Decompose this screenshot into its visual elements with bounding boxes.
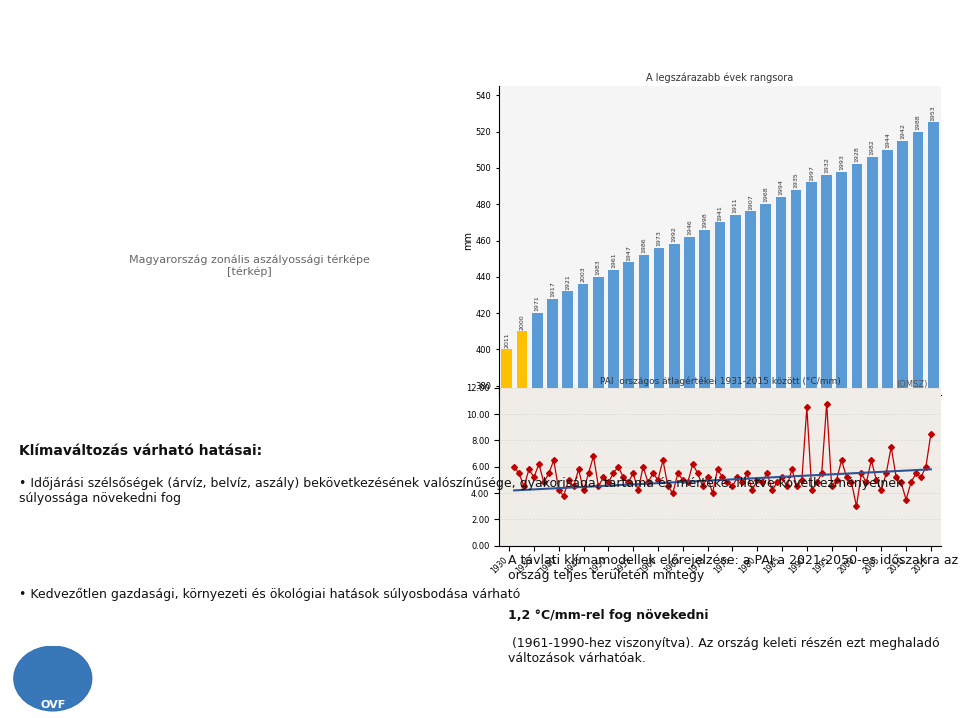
Bar bbox=[563, 292, 573, 718]
Text: 1921: 1921 bbox=[565, 274, 570, 289]
Bar bbox=[608, 269, 619, 718]
Text: 2003: 2003 bbox=[581, 266, 586, 282]
Text: 1941: 1941 bbox=[717, 205, 723, 220]
Text: 1,2 °C/mm-rel fog növekedni: 1,2 °C/mm-rel fog növekedni bbox=[508, 609, 708, 622]
Bar bbox=[821, 175, 832, 718]
Text: 1911: 1911 bbox=[732, 197, 737, 213]
Text: 1928: 1928 bbox=[854, 146, 859, 162]
Text: 1998: 1998 bbox=[703, 212, 708, 228]
Bar bbox=[714, 223, 726, 718]
Bar bbox=[593, 277, 604, 718]
Text: 1986: 1986 bbox=[641, 238, 646, 253]
Text: 1997: 1997 bbox=[809, 164, 814, 181]
Bar bbox=[745, 212, 756, 718]
Bar bbox=[913, 131, 924, 718]
Bar bbox=[638, 255, 649, 718]
Text: 1907: 1907 bbox=[748, 194, 753, 210]
Text: 1993: 1993 bbox=[839, 154, 845, 169]
Circle shape bbox=[14, 647, 91, 710]
Text: 1935: 1935 bbox=[794, 172, 799, 188]
Text: 1932: 1932 bbox=[824, 157, 829, 173]
Text: • Időjárási szélsőségek (árvíz, belvíz, aszály) bekövetkezésének valószínűsége, : • Időjárási szélsőségek (árvíz, belvíz, … bbox=[19, 477, 903, 505]
Text: 1917: 1917 bbox=[550, 281, 555, 297]
Text: 2011: 2011 bbox=[504, 332, 510, 348]
Bar bbox=[882, 150, 893, 718]
Bar bbox=[669, 244, 680, 718]
Text: 1961: 1961 bbox=[611, 252, 616, 268]
Text: 1946: 1946 bbox=[687, 219, 692, 235]
Text: (1961-1990-hez viszonyítva). Az ország keleti részén ezt meghaladó változások vá: (1961-1990-hez viszonyítva). Az ország k… bbox=[508, 638, 940, 666]
Bar bbox=[684, 237, 695, 718]
Circle shape bbox=[13, 646, 91, 711]
Text: • Kedvezőtlen gazdasági, környezeti és ökológiai hatások súlyosbodása várható: • Kedvezőtlen gazdasági, környezeti és ö… bbox=[19, 588, 520, 601]
Bar bbox=[760, 204, 771, 718]
Bar bbox=[700, 230, 710, 718]
Text: Klímaváltozás várható hatásai:: Klímaváltozás várható hatásai: bbox=[19, 444, 262, 458]
Text: 1968: 1968 bbox=[763, 187, 768, 202]
Bar bbox=[791, 190, 802, 718]
Text: 1942: 1942 bbox=[900, 123, 905, 139]
Bar bbox=[532, 313, 542, 718]
Bar bbox=[516, 331, 527, 718]
Text: (OMSZ): (OMSZ) bbox=[897, 380, 927, 388]
Bar bbox=[852, 164, 862, 718]
Title: PAI  országos átlagértékei 1931-2015 között (°C/mm): PAI országos átlagértékei 1931-2015 közö… bbox=[600, 376, 840, 386]
Text: 1988: 1988 bbox=[916, 114, 921, 130]
Text: 1953: 1953 bbox=[930, 105, 936, 121]
Text: Hazai tendenciák: Hazai tendenciák bbox=[20, 33, 371, 67]
Text: OVF: OVF bbox=[40, 700, 65, 710]
Text: 1983: 1983 bbox=[595, 259, 601, 275]
Bar bbox=[898, 141, 908, 718]
Bar bbox=[547, 299, 558, 718]
Text: 2000: 2000 bbox=[519, 314, 524, 330]
Bar bbox=[654, 248, 664, 718]
Bar bbox=[836, 172, 847, 718]
Bar bbox=[867, 157, 877, 718]
Bar bbox=[806, 182, 817, 718]
Title: A legszárazabb évek rangsora: A legszárazabb évek rangsora bbox=[646, 72, 794, 83]
Bar bbox=[776, 197, 786, 718]
Bar bbox=[578, 284, 588, 718]
Text: 1994: 1994 bbox=[779, 180, 783, 195]
Bar bbox=[623, 262, 634, 718]
Bar bbox=[501, 350, 512, 718]
Y-axis label: mm: mm bbox=[463, 231, 472, 250]
Text: 1947: 1947 bbox=[626, 245, 631, 261]
Text: 1982: 1982 bbox=[870, 139, 875, 155]
Text: A távlati klímamodellek előrejelzése: a PAI a 2021-2050-es időszakra az ország t: A távlati klímamodellek előrejelzése: a … bbox=[508, 554, 958, 582]
Text: 1973: 1973 bbox=[657, 230, 661, 246]
Text: Magyarország zonális aszályossági térképe
[térkép]: Magyarország zonális aszályossági térkép… bbox=[130, 254, 370, 277]
Text: 1992: 1992 bbox=[672, 226, 677, 243]
Bar bbox=[928, 123, 939, 718]
Text: 1971: 1971 bbox=[535, 296, 540, 312]
Bar bbox=[730, 215, 740, 718]
Text: 1944: 1944 bbox=[885, 132, 890, 148]
